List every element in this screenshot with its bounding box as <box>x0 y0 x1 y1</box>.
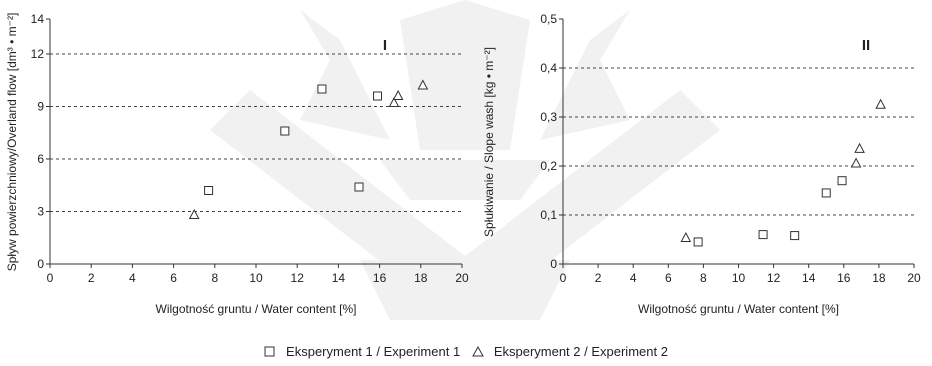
chart-panel-2: 0 0,1 0,2 0,3 0,4 0,5 0 2 4 6 8 10 12 14 16 18 20 Wilgotn… <box>482 12 921 316</box>
y-tick-label: 0,2 <box>540 159 557 173</box>
legend-label-experiment-1: Eksperyment 1 / Experiment 1 <box>286 344 461 359</box>
x-tick-label: 12 <box>767 271 781 285</box>
x-tick-label: 10 <box>249 271 263 285</box>
data-point-triangle <box>392 89 404 100</box>
y-tick-label: 0 <box>37 257 44 271</box>
y-tick-label: 14 <box>31 12 45 26</box>
data-point-square <box>790 231 800 241</box>
data-point-triangle <box>417 79 429 90</box>
legend-item-experiment-2: Eksperyment 2 / Experiment 2 <box>471 344 668 359</box>
x-axis-title: Wilgotność gruntu / Water content [%] <box>156 302 357 316</box>
data-point-square <box>204 186 214 195</box>
x-tick-label: 6 <box>170 271 177 285</box>
panel-label: I <box>383 37 387 54</box>
triangle-marker-icon <box>471 345 484 356</box>
x-tick-label: 4 <box>630 271 637 285</box>
x-tick-label: 2 <box>88 271 95 285</box>
data-point-triangle <box>188 208 200 219</box>
data-point-triangle <box>875 98 886 109</box>
y-axis-title: Spływ powierzchniowy/Overland flow [dm³ … <box>5 13 19 272</box>
data-point-square <box>373 91 383 101</box>
y-tick-label: 0,1 <box>540 208 557 222</box>
x-tick-label: 18 <box>414 271 428 285</box>
data-point-square <box>693 237 703 247</box>
x-tick-label: 8 <box>700 271 707 285</box>
y-tick-label: 0 <box>550 257 557 271</box>
y-tick-label: 0,4 <box>540 61 557 75</box>
data-point-square <box>821 188 831 198</box>
legend-label-experiment-2: Eksperyment 2 / Experiment 2 <box>493 344 668 359</box>
data-point-square <box>758 230 768 240</box>
panel-label: II <box>862 37 870 54</box>
legend: Eksperyment 1 / Experiment 1 Eksperyment… <box>0 344 932 361</box>
y-tick-label: 6 <box>37 152 44 166</box>
chart-panel-1: 0 3 6 9 12 14 0 2 4 6 8 10 12 14 16 18 20 Wilgotność grun… <box>5 12 469 316</box>
x-tick-label: 16 <box>373 271 387 285</box>
data-point-square <box>837 176 847 186</box>
y-axis-title: Spłukiwanie / Slope wash [kg • m⁻²] <box>482 47 496 237</box>
data-point-triangle <box>850 157 862 168</box>
x-tick-label: 18 <box>872 271 886 285</box>
data-point-triangle <box>854 142 865 153</box>
x-tick-label: 12 <box>291 271 305 285</box>
x-tick-label: 16 <box>837 271 851 285</box>
x-tick-label: 6 <box>665 271 672 285</box>
x-tick-label: 0 <box>47 271 54 285</box>
legend-item-experiment-1: Eksperyment 1 / Experiment 1 <box>264 344 460 359</box>
y-tick-label: 0,3 <box>540 110 557 124</box>
y-tick-label: 0,5 <box>540 12 557 26</box>
x-tick-label: 2 <box>595 271 602 285</box>
data-point-triangle <box>388 96 400 107</box>
x-tick-label: 4 <box>129 271 136 285</box>
x-tick-label: 10 <box>732 271 746 285</box>
x-axis-title: Wilgotność gruntu / Water content [%] <box>638 302 839 316</box>
x-tick-label: 20 <box>455 271 469 285</box>
x-tick-label: 14 <box>802 271 816 285</box>
y-tick-label: 3 <box>37 205 44 219</box>
data-point-square <box>280 126 290 136</box>
y-tick-label: 12 <box>31 47 45 61</box>
x-tick-label: 0 <box>560 271 567 285</box>
data-point-square <box>354 182 364 192</box>
x-tick-label: 20 <box>907 271 921 285</box>
x-tick-label: 8 <box>211 271 218 285</box>
x-tick-label: 14 <box>332 271 346 285</box>
data-point-square <box>317 84 327 94</box>
y-tick-label: 9 <box>37 100 44 114</box>
square-marker-icon <box>264 346 275 356</box>
data-point-triangle <box>680 231 692 243</box>
